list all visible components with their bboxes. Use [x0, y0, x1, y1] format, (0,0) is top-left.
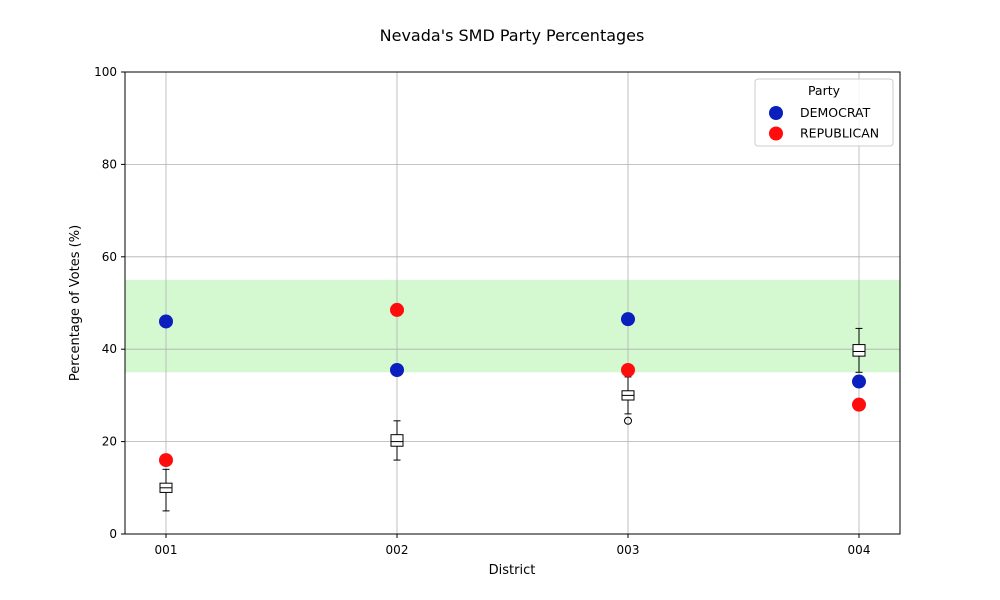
x-tick-label: 003 — [617, 543, 640, 557]
y-tick-label: 20 — [102, 435, 117, 449]
point-democrat — [852, 374, 866, 389]
point-republican — [390, 302, 404, 317]
x-axis-label: District — [489, 563, 536, 578]
legend-frame — [754, 78, 894, 147]
y-tick-label: 100 — [94, 65, 117, 79]
axes-frame — [124, 71, 901, 535]
y-tick-label: 0 — [109, 527, 117, 541]
point-democrat — [621, 312, 635, 327]
box — [852, 344, 866, 357]
legend: Party DEMOCRAT REPUBLICAN — [754, 78, 894, 147]
legend-label-democrat: DEMOCRAT — [800, 105, 871, 120]
plot-area: 0 20 40 60 80 100 001 002 003 004 — [94, 65, 901, 557]
point-republican — [852, 397, 866, 412]
legend-label-republican: REPUBLICAN — [800, 126, 879, 141]
x-tick-label: 001 — [155, 543, 178, 557]
chart-title: Nevada's SMD Party Percentages — [380, 26, 645, 45]
y-tick-label: 80 — [102, 157, 117, 171]
x-tick-label: 004 — [848, 543, 871, 557]
y-axis-label: Percentage of Votes (%) — [68, 225, 83, 381]
highlight-band — [125, 279, 900, 373]
y-tick-label: 40 — [102, 342, 117, 356]
legend-title: Party — [808, 83, 841, 98]
point-democrat — [159, 314, 173, 329]
legend-marker-democrat — [769, 106, 783, 120]
box-outlier — [624, 416, 632, 425]
box — [390, 434, 404, 447]
point-democrat — [390, 362, 404, 377]
y-tick-label: 60 — [102, 250, 117, 264]
legend-marker-republican — [769, 126, 783, 141]
x-tick-label: 002 — [386, 543, 409, 557]
point-republican — [159, 453, 173, 468]
point-republican — [621, 362, 635, 377]
